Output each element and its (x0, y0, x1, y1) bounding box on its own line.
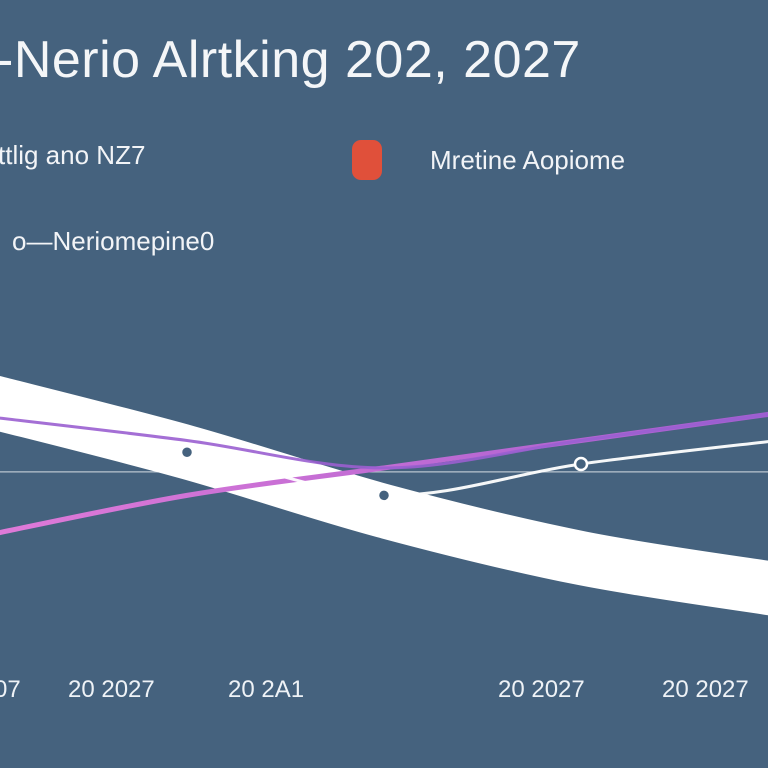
x-tick-label: 20 2027 (68, 676, 155, 703)
data-point (376, 488, 392, 503)
x-tick-label: 20 2A1 (228, 676, 305, 703)
x-tick-label: 07 (0, 676, 21, 703)
series-line-band (0, 375, 768, 616)
x-tick-label: 20 2027 (498, 676, 585, 703)
legend-entry-left: ttlig ano NZ7 (0, 140, 146, 170)
legend-entry-right: Mretine Aopiome (352, 140, 625, 180)
data-point (573, 456, 589, 472)
chart-subtitle: o—Neriomepine0 (12, 226, 215, 256)
x-tick-label: 20 2027 (662, 676, 749, 703)
data-point (179, 444, 195, 460)
chart-title: -Nerio Alrtking 202, 2027 (0, 31, 581, 89)
legend-label-right: Mretine Aopiome (430, 144, 626, 175)
legend-marker (352, 140, 382, 180)
series-line-purple (0, 412, 768, 470)
